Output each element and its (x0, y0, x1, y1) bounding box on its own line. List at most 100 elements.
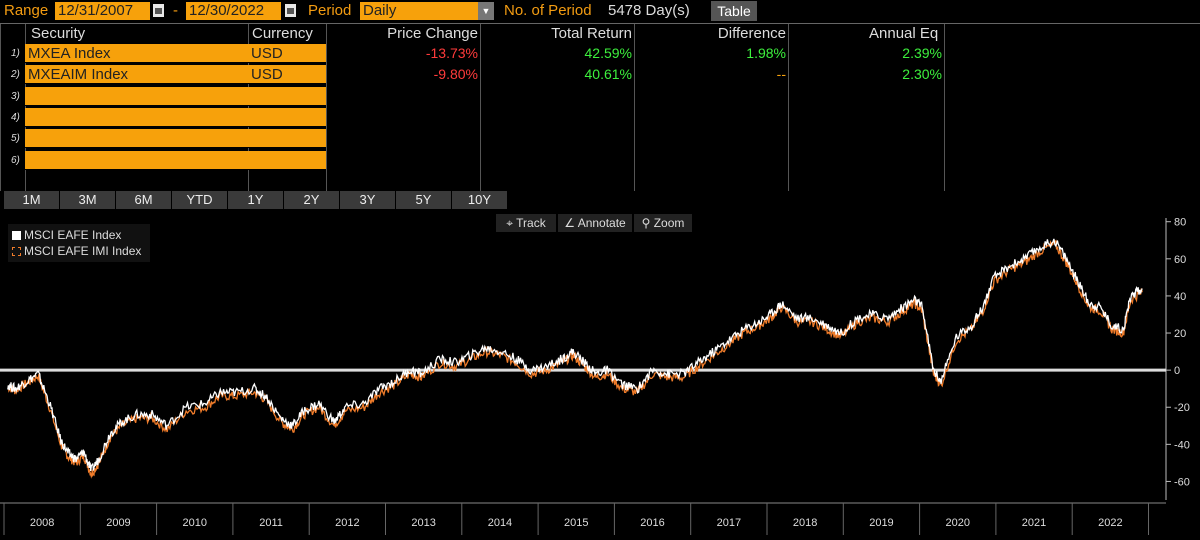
range-button-5y[interactable]: 5Y (396, 191, 452, 209)
range-dash: - (173, 2, 178, 19)
performance-chart[interactable]: 80 60 40 20 0 -20 -40 -60 2008 2009 2010 2011 2012 20… (0, 210, 1200, 535)
magnifier-icon: ⚲ (641, 216, 654, 230)
range-button-3m[interactable]: 3M (60, 191, 116, 209)
x-tick-label: 2010 (183, 517, 207, 529)
crosshair-icon: ⌖ (506, 216, 517, 230)
legend-label: MSCI EAFE Index (24, 228, 122, 242)
col-difference: Difference (634, 24, 788, 191)
header-price-change: Price Change (387, 25, 478, 42)
range-button-ytd[interactable]: YTD (172, 191, 228, 209)
y-tick-label: 20 (1174, 328, 1186, 340)
x-tick-label: 2013 (411, 517, 435, 529)
x-tick-label: 2016 (640, 517, 664, 529)
y-tick-label: 60 (1174, 254, 1186, 266)
legend-item-eafe-imi[interactable]: MSCI EAFE IMI Index (12, 244, 141, 258)
security-cell[interactable] (25, 151, 248, 170)
num-period-value: 5478 Day(s) (608, 2, 690, 19)
col-total-return: Total Return (480, 24, 634, 191)
row-number: 1) (11, 48, 20, 59)
range-button-6m[interactable]: 6M (116, 191, 172, 209)
y-tick-label: -20 (1174, 402, 1190, 414)
track-button[interactable]: ⌖ Track (496, 214, 556, 232)
toolbar: Range 12/31/2007 - 12/30/2022 Period Dai… (0, 0, 1200, 22)
row-number: 6) (11, 155, 20, 166)
row-number: 2) (11, 69, 20, 80)
x-tick-label: 2014 (488, 517, 512, 529)
y-tick-label: 80 (1174, 217, 1186, 229)
table-button[interactable]: Table (711, 1, 757, 21)
x-tick-label: 2020 (946, 517, 970, 529)
header-annual-eq: Annual Eq (869, 25, 939, 42)
currency-cell[interactable] (248, 108, 326, 127)
y-tick-label: -60 (1174, 476, 1190, 488)
annual-eq-value: 2.30% (902, 66, 942, 82)
total-return-value: 42.59% (584, 45, 632, 61)
currency-cell[interactable] (248, 151, 326, 170)
x-tick-label: 2018 (793, 517, 817, 529)
col-empty (944, 24, 1200, 191)
range-label: Range (4, 2, 49, 19)
y-tick-label: 0 (1174, 365, 1180, 377)
y-tick-label: 40 (1174, 291, 1186, 303)
period-select[interactable]: Daily (360, 2, 478, 20)
range-button-1y[interactable]: 1Y (228, 191, 284, 209)
range-button-3y[interactable]: 3Y (340, 191, 396, 209)
x-tick-label: 2008 (30, 517, 54, 529)
legend-item-eafe[interactable]: MSCI EAFE Index (12, 228, 121, 242)
col-security: Security (25, 24, 248, 191)
x-tick-label: 2021 (1022, 517, 1046, 529)
x-tick-label: 2019 (869, 517, 893, 529)
x-tick-label: 2009 (106, 517, 130, 529)
legend-label: MSCI EAFE IMI Index (24, 244, 142, 258)
range-button-10y[interactable]: 10Y (452, 191, 508, 209)
security-cell[interactable] (25, 108, 248, 127)
row-number: 4) (11, 112, 20, 123)
period-label: Period (308, 2, 352, 19)
x-tick-label: 2011 (259, 517, 283, 529)
x-tick-label: 2012 (335, 517, 359, 529)
header-difference: Difference (717, 25, 786, 42)
chart-area: 80 60 40 20 0 -20 -40 -60 2008 2009 2010 2011 2012 20… (0, 210, 1200, 535)
security-cell[interactable] (25, 87, 248, 106)
pencil-icon: ∠ (564, 216, 578, 230)
price-change-value: -13.73% (425, 45, 478, 61)
zoom-button[interactable]: ⚲ Zoom (634, 214, 692, 232)
header-security: Security (31, 25, 86, 42)
currency-cell[interactable]: USD (248, 44, 326, 63)
col-currency: Currency (248, 24, 326, 191)
currency-cell[interactable] (248, 129, 326, 148)
price-change-value: -9.80% (433, 66, 478, 82)
x-tick-label: 2017 (717, 517, 741, 529)
currency-cell[interactable] (248, 87, 326, 106)
series-line (7, 238, 1143, 471)
range-button-1m[interactable]: 1M (4, 191, 60, 209)
difference-value: -- (776, 66, 786, 82)
legend-swatch-orange (12, 247, 21, 256)
start-date-field[interactable]: 12/31/2007 (55, 2, 150, 20)
header-total-return: Total Return (551, 25, 632, 42)
securities-table: Security Currency Price Change Total Ret… (0, 23, 1200, 191)
x-tick-label: 2015 (564, 517, 588, 529)
x-tick-label: 2022 (1098, 517, 1122, 529)
col-num (0, 24, 25, 191)
security-cell[interactable]: MXEA Index (25, 44, 248, 63)
security-cell[interactable]: MXEAIM Index (25, 65, 248, 84)
start-calendar-icon[interactable] (153, 4, 164, 17)
currency-cell[interactable]: USD (248, 65, 326, 84)
num-period-label: No. of Period (504, 2, 592, 19)
y-tick-label: -40 (1174, 439, 1190, 451)
total-return-value: 40.61% (584, 66, 632, 82)
legend-swatch-white (12, 231, 21, 240)
security-cell[interactable] (25, 129, 248, 148)
header-currency: Currency (252, 25, 313, 42)
difference-value: 1.98% (746, 45, 786, 61)
annotate-button[interactable]: ∠ Annotate (558, 214, 632, 232)
annual-eq-value: 2.39% (902, 45, 942, 61)
end-calendar-icon[interactable] (285, 4, 296, 17)
chevron-down-icon[interactable]: ▼ (478, 2, 494, 20)
col-annual-eq: Annual Eq (788, 24, 944, 191)
row-number: 5) (11, 133, 20, 144)
end-date-field[interactable]: 12/30/2022 (186, 2, 281, 20)
col-price-change: Price Change (326, 24, 480, 191)
range-button-2y[interactable]: 2Y (284, 191, 340, 209)
